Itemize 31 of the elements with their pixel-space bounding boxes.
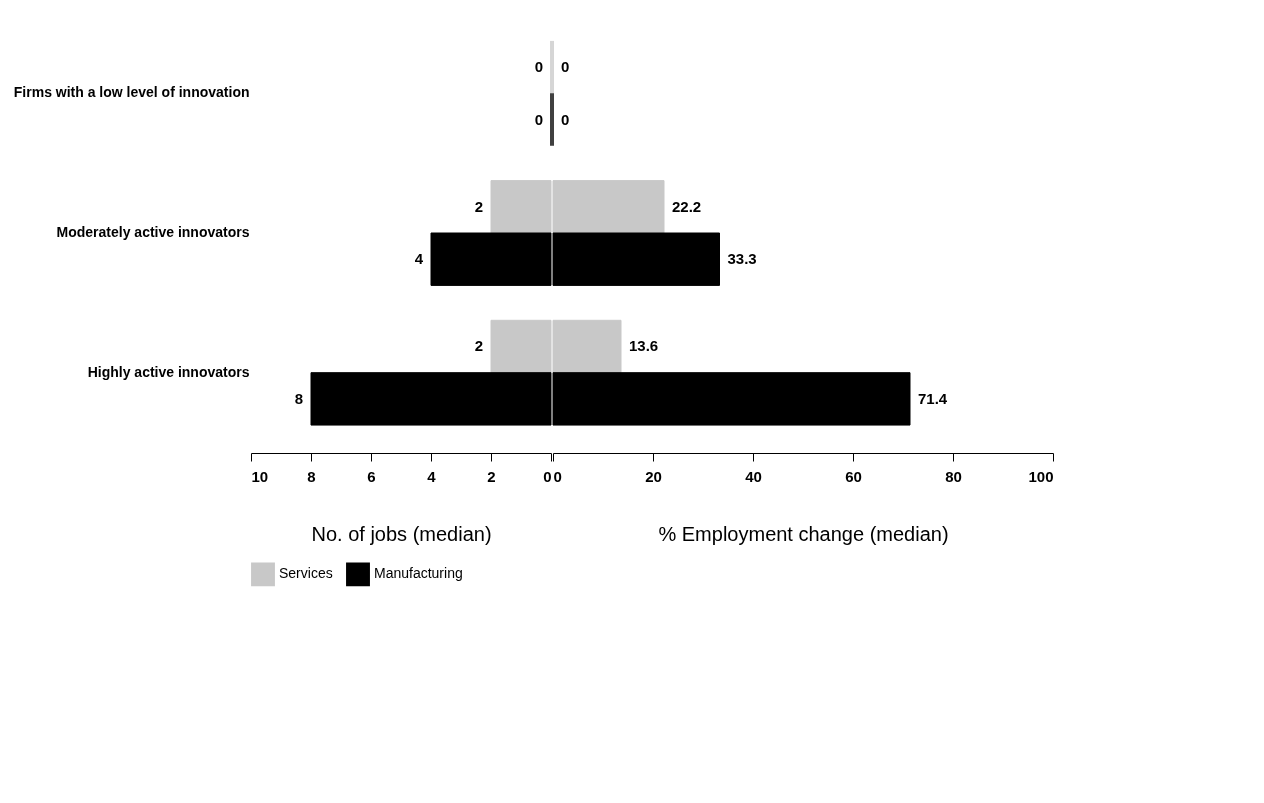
data-label: 4 [414, 250, 424, 268]
x-tick-label: 40 [745, 467, 762, 485]
data-label: 0 [561, 58, 570, 76]
x-tick-label: 6 [367, 467, 376, 485]
data-label: 8 [294, 389, 303, 407]
data-label: 71.4 [918, 389, 948, 407]
y-tick-label: Firms with a low level of innovation [13, 84, 250, 101]
data-label: 0 [561, 110, 570, 128]
x-tick-label: 0 [553, 467, 562, 485]
y-tick-label: Highly active innovators [87, 363, 250, 380]
x-tick-label: 60 [845, 467, 862, 485]
legend-label: Manufacturing [374, 565, 463, 582]
x-tick-label: 2 [487, 467, 496, 485]
y-tick-label: Moderately active innovators [56, 224, 250, 240]
data-label: 22.2 [672, 197, 702, 215]
x-tick-label: 4 [427, 467, 437, 485]
legend-label: Services [279, 565, 333, 582]
data-label: 2 [474, 197, 483, 215]
x-axis-title: No. of jobs (median) [311, 522, 492, 545]
x-tick-label: 100 [1028, 467, 1054, 485]
data-label: 33.3 [727, 250, 757, 268]
x-axis-title: % Employment change (median) [658, 522, 949, 545]
data-label: 2 [474, 337, 483, 355]
x-tick-label: 0 [543, 467, 552, 485]
data-label: 0 [534, 110, 543, 128]
x-tick-label: 8 [307, 467, 316, 485]
data-label: 0 [534, 58, 543, 76]
data-label: 13.6 [629, 337, 659, 355]
x-tick-label: 10 [251, 467, 269, 485]
x-tick-label: 20 [645, 467, 662, 485]
x-tick-label: 80 [945, 467, 962, 485]
